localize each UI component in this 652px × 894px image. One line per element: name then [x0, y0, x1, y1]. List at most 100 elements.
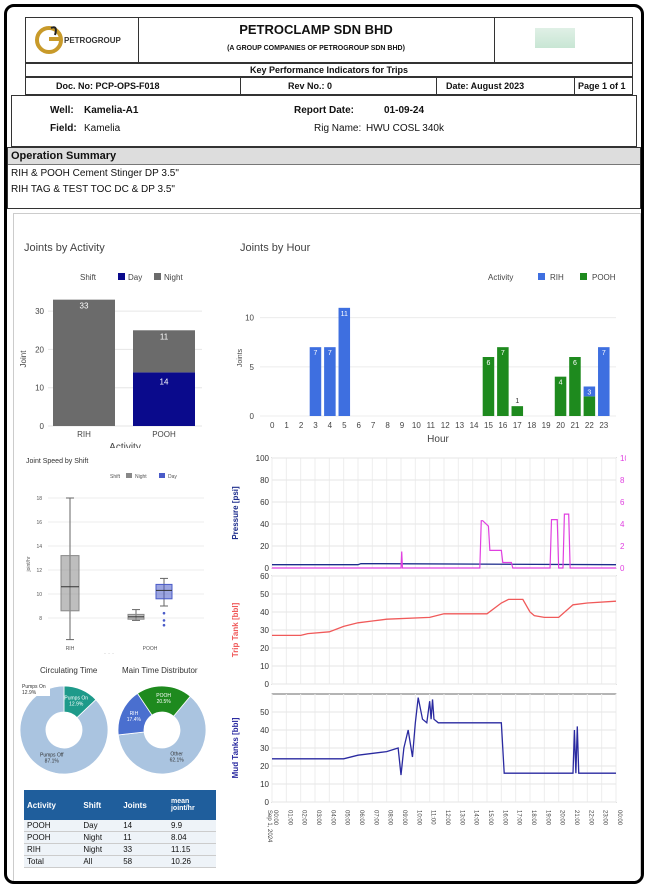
cell: Day	[80, 820, 121, 832]
x-axis-label: Activity	[109, 442, 141, 448]
well-info: Well: Kamelia-A1 Field: Kamelia Report D…	[11, 95, 637, 147]
legend-label: RIH	[550, 273, 564, 282]
table-row: POOH Night 11 8.04	[24, 831, 216, 844]
legend-swatch-day	[159, 473, 165, 478]
field-value: Kamelia	[84, 123, 121, 134]
circulating-time-title: Circulating Time	[40, 666, 98, 675]
pie-label: 62.1%	[170, 758, 185, 764]
pie-label: Pumps Off	[40, 753, 64, 759]
y-tick-label: 0	[265, 564, 270, 573]
y-tick-label: 10	[260, 662, 269, 671]
report-date-value: 01-09-24	[384, 105, 425, 116]
x-axis-label: Activity	[104, 652, 117, 654]
legend-label: Night	[164, 273, 183, 282]
cell: 11.15	[167, 843, 216, 856]
y2-tick-label: 4	[620, 520, 625, 529]
x-tick-label: 20:00	[559, 810, 565, 826]
field-label: Field:	[50, 123, 77, 134]
report-title: Key Performance Indicators for Trips	[25, 63, 633, 77]
joint-speed-title: Joint Speed by Shift	[26, 458, 89, 465]
y-axis-label: Joints	[237, 348, 244, 367]
box-outlier	[162, 619, 166, 622]
cell: 9.9	[167, 820, 216, 832]
bar-rih	[309, 347, 322, 416]
y-tick-label: 18	[36, 496, 42, 502]
cell: 10.26	[167, 855, 216, 868]
x-tick-label: 00:00	[272, 810, 278, 826]
y-axis-label: Joint	[19, 350, 28, 368]
y-axis-label: Pressure [psi]	[231, 486, 240, 540]
pie-label: POOH	[156, 693, 171, 699]
cell: Total	[24, 855, 81, 868]
pie-slice	[136, 685, 191, 717]
bar-label: 6	[573, 360, 577, 367]
x-tick-label: 8	[385, 421, 390, 430]
bar-label: 6	[487, 360, 491, 367]
y-tick-label: 5	[250, 363, 255, 372]
y-tick-label: 30	[260, 744, 269, 753]
x-tick-label: 10:00	[415, 810, 421, 826]
legend-swatch-day	[118, 273, 125, 280]
y-tick-label: 20	[260, 644, 269, 653]
x-tick-label: 14:00	[473, 810, 479, 826]
x-tick-label: 14	[470, 421, 479, 430]
box-body	[155, 583, 173, 600]
legend-label: Day	[128, 273, 142, 282]
x-tick-label: 12	[441, 421, 450, 430]
pie-label-bg	[20, 682, 50, 696]
x-tick-label: 03:00	[315, 810, 321, 826]
y-tick-label: 50	[260, 590, 269, 599]
legend-label: Day	[168, 474, 177, 480]
x-tick-label: POOH	[143, 646, 158, 652]
main-time-title: Main Time Distributor	[122, 666, 198, 675]
well-label: Well:	[50, 105, 74, 116]
col-joints: Joints	[120, 790, 168, 820]
x-tick-label: 04:00	[329, 810, 335, 826]
y-tick-label: 20	[35, 345, 44, 354]
x-tick-label: 21	[571, 421, 580, 430]
client-logo	[494, 18, 633, 62]
x-tick-label: 6	[356, 421, 361, 430]
bar-label: 7	[602, 350, 606, 357]
legend-title: Shift	[110, 474, 121, 480]
rig-label: Rig Name:	[314, 123, 362, 134]
y2-tick-label: 0	[620, 564, 625, 573]
y-axis-label: joint/hr	[26, 556, 32, 572]
x-tick-label: 2	[299, 421, 304, 430]
company-name: PETROCLAMP SDN BHD	[239, 22, 393, 37]
y-tick-label: 10	[245, 314, 254, 323]
pie-label: Other	[170, 752, 183, 758]
bar-rih	[338, 307, 351, 416]
y-tick-label: 14	[36, 544, 42, 550]
table-row: Total All 58 10.26	[24, 855, 216, 868]
bar-rih	[324, 347, 336, 416]
x-tick-label: 13:00	[458, 810, 464, 826]
bar-pooh	[583, 396, 596, 416]
y-tick-label: 80	[260, 476, 269, 485]
pie-label: RIH	[130, 711, 139, 717]
y-tick-label: 40	[260, 726, 269, 735]
logo-mark	[35, 26, 63, 54]
bar-night	[53, 299, 115, 426]
col-mean: mean joint/hr	[167, 790, 216, 820]
y-tick-label: 100	[256, 454, 270, 463]
table-row: RIH Night 33 11.15	[24, 843, 216, 856]
cell: Night	[80, 831, 121, 844]
company-block: PETROCLAMP SDN BHD (A GROUP COMPANIES OF…	[138, 18, 494, 52]
bar-label: 1	[515, 398, 519, 405]
x-tick-label: RIH	[66, 646, 75, 652]
pie-label: 20.5%	[157, 699, 172, 705]
y-tick-label: 12	[36, 568, 42, 574]
joints-by-hour-title: Joints by Hour	[240, 242, 311, 254]
doc-info-row: Doc. No: PCP-OPS-F018 Rev No.: 0 Date: A…	[25, 77, 633, 95]
y-tick-label: 0	[265, 680, 270, 689]
col-shift: Shift	[80, 790, 121, 820]
report-date-label: Report Date:	[294, 105, 355, 116]
x-tick-label: 3	[313, 421, 318, 430]
y-tick-label: 10	[35, 384, 44, 393]
y2-tick-label: 8	[620, 476, 625, 485]
series-line	[272, 697, 616, 776]
y2-tick-label: 2	[620, 542, 625, 551]
rig-value: HWU COSL 340k	[366, 123, 444, 134]
